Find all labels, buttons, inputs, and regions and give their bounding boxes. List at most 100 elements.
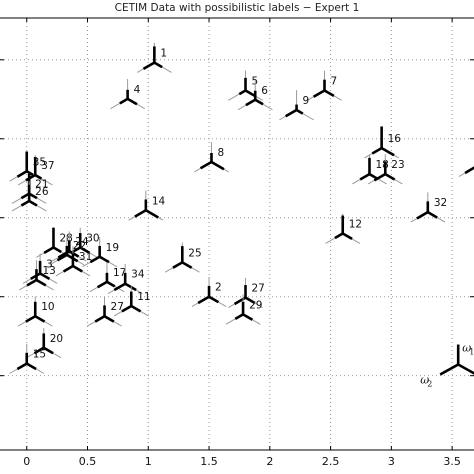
glyph-arm-right — [79, 246, 91, 254]
data-point-label: 17 — [113, 267, 126, 279]
data-point-label: 27 — [111, 301, 124, 313]
data-point-label: 24 — [75, 236, 89, 248]
data-point-label: 26 — [35, 186, 49, 198]
data-point-label: 15 — [33, 349, 46, 361]
data-point-glyph — [107, 263, 143, 295]
glyph-arm-right — [39, 272, 51, 281]
glyph-arm-left — [312, 89, 326, 98]
x-tick-label: 1.5 — [200, 455, 218, 468]
glyph-arm-left — [245, 98, 256, 107]
data-point-label: 27 — [252, 283, 265, 295]
data-point-label: 4 — [134, 84, 141, 96]
data-point-glyph — [194, 142, 229, 173]
data-point-label: 16 — [388, 133, 402, 145]
glyph-arm-left — [134, 209, 147, 218]
data-point-glyph — [136, 42, 172, 73]
glyph-arm-left — [284, 108, 298, 118]
glyph-arm-left — [234, 313, 244, 320]
data-point-label: 34 — [131, 269, 145, 281]
glyph-arm-right — [242, 313, 254, 321]
legend-glyph — [439, 344, 474, 376]
data-point-label: 9 — [303, 95, 310, 107]
glyph-arm-left — [334, 232, 344, 240]
glyph-arm-right — [99, 255, 110, 264]
data-point-glyph — [87, 296, 122, 327]
x-tick-label: 2 — [266, 455, 273, 468]
glyph-arm-left — [25, 315, 36, 323]
data-point-glyph — [26, 328, 62, 359]
legend-omega1-sub: 1 — [469, 348, 474, 357]
data-point-label: 21 — [35, 179, 48, 191]
data-point-glyph — [128, 190, 164, 221]
legend-omega2-sub: 2 — [427, 380, 432, 389]
glyph-arm-left — [16, 362, 28, 371]
glyph-arm-right — [210, 160, 225, 171]
glyph-arm-left — [233, 296, 247, 306]
glyph-arm-left — [238, 89, 247, 96]
grid-layer — [0, 18, 474, 450]
glyph-arm-left — [464, 166, 474, 175]
glyph-arm-left — [373, 172, 386, 182]
glyph-arm-right — [103, 315, 115, 323]
data-point-label: 10 — [41, 301, 54, 313]
x-tick-label: 0.5 — [79, 455, 97, 468]
data-point-glyph — [164, 242, 200, 273]
glyph-arm-right — [153, 61, 163, 69]
glyph-arm-left — [89, 255, 101, 264]
glyph-arm-right — [208, 295, 220, 304]
glyph-arm-right — [106, 280, 116, 288]
data-point-label: 6 — [261, 85, 268, 97]
glyph-arm-left — [16, 170, 28, 178]
data-point-label: 8 — [217, 147, 224, 159]
glyph-arm-right — [34, 173, 43, 180]
data-point-glyph — [364, 126, 400, 159]
x-tick-label: 2.5 — [322, 455, 340, 468]
glyph-arm-left — [43, 246, 55, 254]
points-layer: 1456798161823353721261432122830242231192… — [9, 42, 474, 374]
glyph-arm-right — [130, 304, 142, 313]
glyph-arm-left — [56, 253, 68, 262]
glyph-arm-left — [172, 261, 183, 269]
data-point-glyph — [17, 296, 53, 327]
data-point-label: 14 — [152, 195, 166, 207]
data-point-label: 31 — [79, 251, 92, 263]
chart-title: CETIM Data with possibilistic labels − E… — [114, 2, 360, 14]
data-point-label: 30 — [86, 232, 99, 244]
legend-omega2: ω — [420, 374, 429, 387]
glyph-arm-left — [142, 61, 156, 71]
glyph-arm-right — [35, 278, 47, 287]
glyph-arm-right — [126, 97, 138, 106]
x-tick-label: 3.5 — [443, 455, 461, 468]
data-point-glyph — [237, 79, 273, 111]
glyph-arm-right — [244, 89, 256, 97]
x-tick-label: 3 — [388, 455, 395, 468]
data-point-glyph — [279, 90, 314, 121]
data-point-glyph — [307, 70, 342, 101]
glyph-arm-right — [26, 170, 34, 177]
data-point-label: 32 — [434, 197, 447, 209]
glyph-arm-right — [342, 232, 353, 241]
x-tick-label: 0 — [23, 455, 30, 468]
data-point-glyph — [55, 246, 91, 277]
data-point-glyph — [325, 213, 361, 244]
data-point-glyph — [82, 236, 118, 268]
glyph-arm-left — [197, 295, 210, 305]
data-point-label: 7 — [331, 75, 338, 87]
glyph-arm-left — [96, 280, 108, 289]
glyph-arm-right — [181, 261, 193, 269]
edge-point-glyph — [458, 166, 474, 177]
glyph-arm-left — [119, 97, 129, 105]
glyph-arm-left — [26, 278, 38, 287]
glyph-arm-left — [359, 172, 371, 181]
data-point-label: 19 — [106, 242, 119, 254]
glyph-arm-left — [94, 315, 106, 323]
glyph-arm-right — [26, 362, 37, 371]
data-point-glyph — [225, 294, 261, 325]
data-point-label: 23 — [391, 159, 404, 171]
glyph-arm-left — [62, 264, 74, 273]
data-point-glyph — [191, 276, 227, 308]
glyph-arm-left — [25, 173, 36, 182]
data-point-label: 22 — [73, 240, 86, 252]
data-point-glyph — [110, 79, 146, 110]
